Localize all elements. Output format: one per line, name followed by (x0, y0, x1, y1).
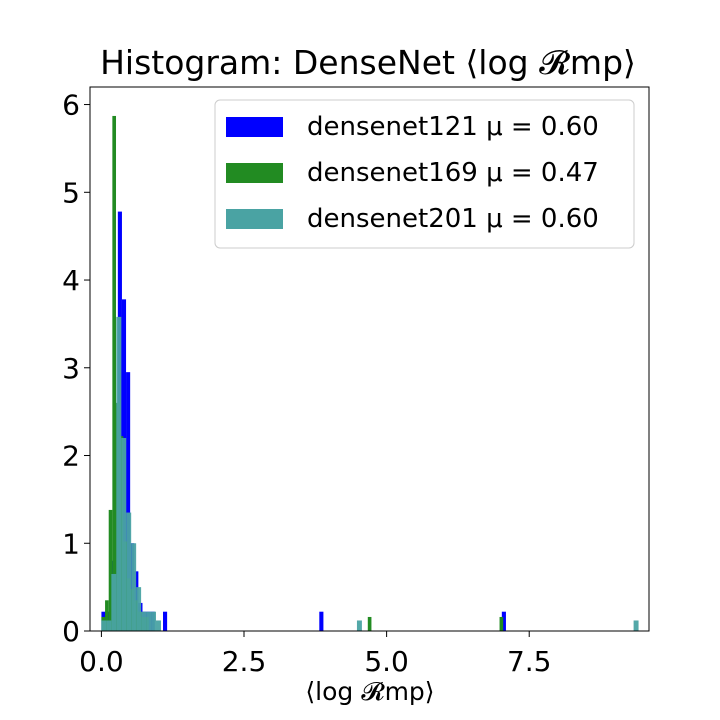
legend-box (214, 99, 635, 249)
legend-label: densenet201 μ = 0.60 (307, 204, 599, 234)
y-tick-label: 4 (62, 264, 80, 297)
y-tick-label: 5 (62, 176, 80, 209)
x-axis-label: ⟨log 𝓡mp⟩ (305, 677, 434, 706)
bar-series-2 (108, 509, 113, 631)
bar-series-3 (136, 587, 142, 631)
bar-series-3 (101, 620, 107, 631)
bar-series-1 (319, 611, 324, 631)
y-tick-label: 0 (62, 615, 80, 648)
bar-series-2 (105, 600, 109, 631)
bar-series-3 (356, 620, 362, 631)
x-tick-label: 2.5 (222, 645, 267, 678)
bar-series-3 (111, 573, 117, 631)
bar-series-1 (501, 611, 506, 631)
bar-series-1 (163, 611, 168, 631)
bar-series-2 (367, 616, 372, 631)
bar-series-1 (126, 372, 131, 631)
legend-label: densenet121 μ = 0.60 (307, 112, 599, 142)
bar-series-3 (156, 620, 161, 631)
y-tick-label: 6 (62, 89, 80, 122)
bar-series-3 (141, 611, 147, 631)
bar-series-3 (151, 611, 156, 631)
y-tick-label: 1 (62, 527, 80, 560)
bar-series-2 (499, 616, 504, 631)
y-tick-label: 2 (62, 440, 80, 473)
bar-series-2 (112, 115, 117, 631)
y-tick-label: 3 (62, 352, 80, 385)
bar-series-3 (146, 611, 152, 631)
x-tick-label: 5.0 (364, 645, 409, 678)
legend-swatch (226, 209, 283, 229)
legend-swatch (226, 163, 283, 183)
chart-title: Histogram: DenseNet ⟨log 𝓡mp⟩ (100, 43, 636, 82)
x-tick-label: 0.0 (79, 645, 124, 678)
bars-layer (101, 115, 639, 631)
bar-series-3 (116, 316, 122, 631)
legend: densenet121 μ = 0.60 densenet169 μ = 0.47… (214, 99, 635, 249)
bar-series-3 (633, 620, 639, 631)
plot-frame (89, 86, 650, 632)
bar-series-3 (131, 543, 137, 631)
legend-swatch (226, 117, 283, 137)
x-tick-label: 7.5 (507, 645, 552, 678)
bar-series-3 (126, 512, 132, 631)
axis-ticks: 0.0 2.5 5.0 7.5 0 1 2 3 4 5 6 (62, 89, 551, 678)
bar-series-3 (106, 620, 112, 631)
legend-label: densenet169 μ = 0.47 (307, 158, 599, 188)
bar-series-3 (121, 437, 127, 631)
